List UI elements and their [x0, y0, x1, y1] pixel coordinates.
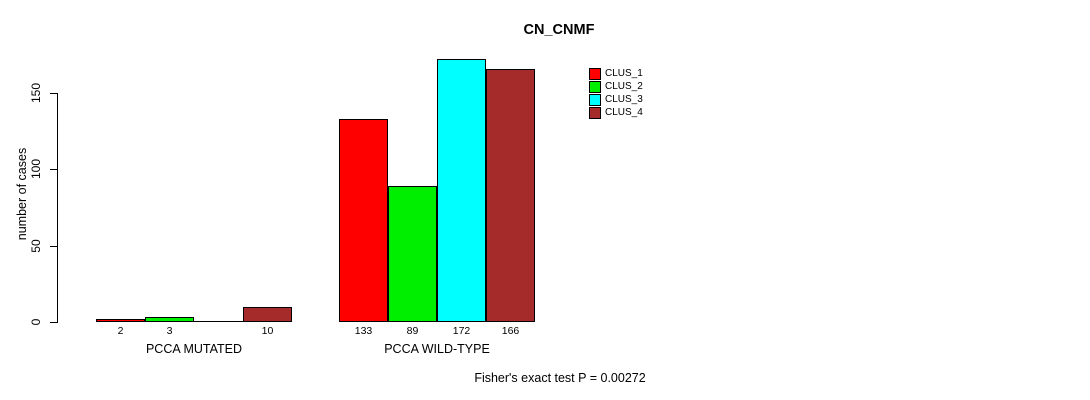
legend-label: CLUS_3: [605, 93, 643, 105]
group-label-pcca-wild-type: PCCA WILD-TYPE: [384, 342, 490, 356]
bar-clus-4-g1: [243, 307, 292, 322]
legend-item-clus-1: CLUS_1: [589, 67, 643, 80]
legend-label: CLUS_1: [605, 67, 643, 79]
bar-value-label: 166: [501, 325, 520, 337]
legend-swatch-clus-2: [589, 80, 601, 93]
y-axis-tick-label: 50: [29, 239, 43, 253]
bar-clus-2-g2: [388, 186, 437, 322]
legend-label: CLUS_2: [605, 80, 643, 92]
group-label-pcca-mutated: PCCA MUTATED: [145, 342, 243, 356]
y-axis-tick-label: 100: [29, 158, 43, 180]
legend: CLUS_1 CLUS_2 CLUS_3 CLUS_4: [589, 67, 643, 119]
legend-swatch-clus-3: [589, 93, 601, 106]
bar-clus-1-g1: [96, 319, 145, 322]
y-axis-tick: [50, 246, 57, 247]
bar-clus-1-g2: [339, 119, 388, 322]
pvalue-annotation: Fisher's exact test P = 0.00272: [474, 371, 646, 385]
bar-value-label: 10: [261, 325, 274, 337]
bar-value-label: 3: [166, 325, 173, 337]
bar-clus-3-g1: [194, 321, 243, 322]
bar-value-label: 89: [406, 325, 419, 337]
bar-clus-4-g2: [486, 69, 535, 322]
bar-value-label: 2: [117, 325, 124, 337]
legend-item-clus-3: CLUS_3: [589, 93, 643, 106]
bar-clus-3-g2: [437, 59, 486, 322]
y-axis-tick: [50, 93, 57, 94]
y-axis-tick: [50, 169, 57, 170]
legend-item-clus-4: CLUS_4: [589, 106, 643, 119]
bar-value-label: 172: [452, 325, 471, 337]
y-axis-tick-label: 150: [29, 82, 43, 104]
legend-item-clus-2: CLUS_2: [589, 80, 643, 93]
y-axis-line: [57, 93, 58, 323]
chart-title: CN_CNMF: [523, 22, 595, 38]
bar-clus-2-g1: [145, 317, 194, 322]
y-axis-label: number of cases: [15, 147, 29, 241]
y-axis-tick-label: 0: [29, 318, 43, 326]
legend-label: CLUS_4: [605, 106, 643, 118]
bar-value-label: 133: [354, 325, 373, 337]
legend-swatch-clus-4: [589, 106, 601, 119]
y-axis-tick: [50, 322, 57, 323]
legend-swatch-clus-1: [589, 67, 601, 80]
